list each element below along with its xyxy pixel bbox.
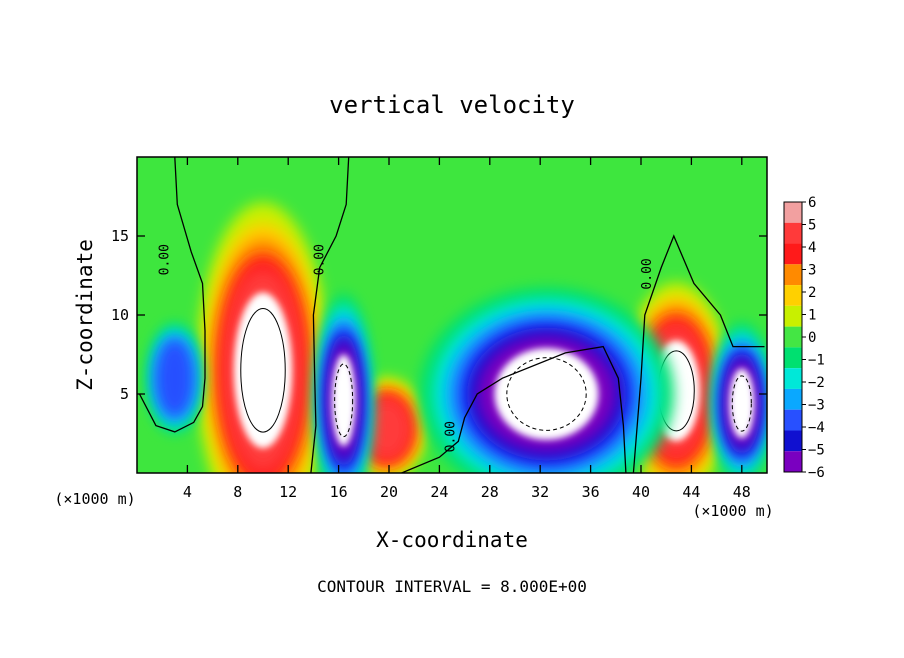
colorbar-tick-label: −3 bbox=[808, 398, 825, 414]
colorbar-swatch bbox=[784, 368, 802, 389]
colorbar-swatch bbox=[784, 347, 802, 369]
colorbar-swatch bbox=[784, 409, 802, 431]
colorbar-tick-label: −2 bbox=[808, 375, 825, 391]
colorbar-tick-label: 5 bbox=[808, 218, 816, 234]
x-unit-right: (×1000 m) bbox=[692, 502, 773, 520]
field-saturated-core bbox=[494, 348, 599, 440]
y-tick-label: 10 bbox=[111, 306, 129, 324]
colorbar-tick-label: −6 bbox=[808, 465, 825, 481]
colorbar-tick-label: 4 bbox=[808, 240, 816, 256]
zero-contour-line bbox=[401, 345, 627, 473]
contour-line bbox=[731, 375, 752, 432]
colorbar-tick-label: −5 bbox=[808, 443, 825, 459]
zero-contour-line bbox=[632, 234, 765, 473]
y-tick-label: 15 bbox=[111, 227, 129, 245]
contour-line bbox=[506, 357, 587, 431]
contour-label: 0.00 bbox=[158, 244, 173, 275]
colorbar-swatch bbox=[784, 305, 802, 327]
colorbar-tick-label: 0 bbox=[808, 330, 816, 346]
contour-label: 0.00 bbox=[444, 421, 459, 452]
colorbar-swatch bbox=[784, 222, 802, 244]
colorbar-swatch bbox=[784, 388, 802, 410]
colorbar-swatch bbox=[784, 326, 802, 348]
x-tick-label: 24 bbox=[430, 483, 448, 501]
y-axis-label: Z-coordinate bbox=[73, 239, 97, 391]
contour-label: 0.00 bbox=[312, 244, 327, 275]
feature-downdraft-4 bbox=[418, 287, 675, 473]
heatmap-field bbox=[137, 157, 767, 473]
x-tick-label: 4 bbox=[183, 483, 192, 501]
x-axis-ticks: 4 8 12 16 20 24 28 32 36 40 44 48 bbox=[183, 157, 751, 501]
contour-labels: 0.00 0.00 0.00 0.00 bbox=[158, 244, 656, 452]
colorbar: 6 5 4 3 2 1 0 −1 −2 −3 −4 −5 −6 bbox=[783, 195, 825, 481]
colorbar-tick-label: −1 bbox=[808, 353, 825, 369]
field-saturated-core bbox=[729, 368, 755, 439]
colorbar-swatch bbox=[784, 430, 802, 452]
contour-line bbox=[334, 363, 354, 438]
x-tick-label: 40 bbox=[632, 483, 650, 501]
contour-interval-footer: CONTOUR INTERVAL = 8.000E+00 bbox=[317, 577, 587, 596]
x-tick-label: 32 bbox=[531, 483, 549, 501]
x-tick-label: 36 bbox=[582, 483, 600, 501]
field-saturated-core bbox=[233, 292, 293, 449]
x-tick-label: 8 bbox=[233, 483, 242, 501]
feature-downdraft-3 bbox=[314, 293, 373, 473]
colorbar-swatch bbox=[784, 243, 802, 265]
feature-downdraft-6 bbox=[147, 322, 203, 434]
contour-label: 0.00 bbox=[640, 258, 655, 289]
x-tick-label: 48 bbox=[733, 483, 751, 501]
x-tick-label: 28 bbox=[481, 483, 499, 501]
colorbar-tick-label: 1 bbox=[808, 308, 816, 324]
x-tick-label: 12 bbox=[279, 483, 297, 501]
field-level bbox=[155, 339, 194, 418]
colorbar-tick-label: 3 bbox=[808, 263, 816, 279]
field-saturated-core bbox=[331, 354, 356, 447]
feature-downdraft-5 bbox=[711, 322, 767, 473]
zero-contour-line bbox=[138, 157, 206, 433]
colorbar-tick-label: 2 bbox=[808, 285, 816, 301]
x-unit-left: (×1000 m) bbox=[54, 490, 135, 508]
colorbar-swatch bbox=[784, 285, 802, 306]
x-axis-label: X-coordinate bbox=[376, 528, 528, 552]
colorbar-tick-label: 6 bbox=[808, 195, 816, 211]
x-tick-label: 16 bbox=[330, 483, 348, 501]
y-axis-ticks: 5 10 15 bbox=[111, 227, 767, 403]
zero-contour-line bbox=[310, 157, 350, 473]
colorbar-swatch bbox=[784, 264, 802, 286]
colorbar-swatch bbox=[784, 451, 802, 472]
colorbar-tick-label: −4 bbox=[808, 420, 825, 436]
chart-title: vertical velocity bbox=[329, 91, 575, 119]
feature-updraft-0 bbox=[196, 202, 330, 473]
y-tick-label: 5 bbox=[120, 385, 129, 403]
x-tick-label: 20 bbox=[380, 483, 398, 501]
colorbar-swatch bbox=[784, 202, 802, 223]
field-level bbox=[362, 397, 411, 460]
x-tick-label: 44 bbox=[682, 483, 700, 501]
contour-line bbox=[240, 308, 286, 433]
